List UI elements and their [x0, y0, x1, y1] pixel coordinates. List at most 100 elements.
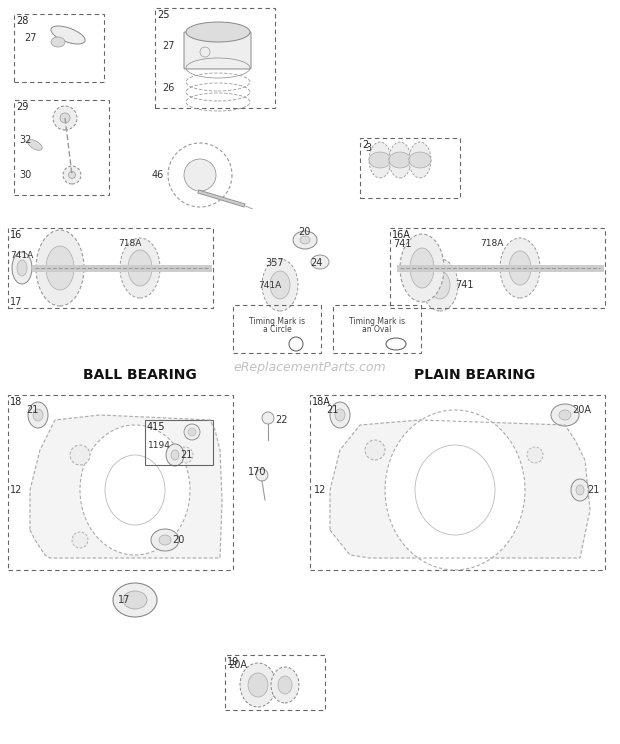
- Text: a Circle: a Circle: [263, 326, 291, 335]
- Text: 20: 20: [298, 227, 311, 237]
- Ellipse shape: [184, 424, 200, 440]
- FancyArrowPatch shape: [246, 206, 252, 209]
- Ellipse shape: [256, 469, 268, 481]
- Text: 19: 19: [227, 657, 239, 667]
- Text: eReplacementParts.com: eReplacementParts.com: [234, 362, 386, 374]
- Text: 28: 28: [16, 16, 29, 26]
- Text: Timing Mark is: Timing Mark is: [349, 318, 405, 327]
- Text: 29: 29: [16, 102, 29, 112]
- Text: 3: 3: [365, 143, 371, 153]
- Ellipse shape: [166, 444, 184, 466]
- Circle shape: [60, 113, 70, 123]
- Bar: [145, 420, 213, 465]
- Circle shape: [72, 532, 88, 548]
- Text: 27: 27: [162, 41, 174, 51]
- Bar: [225, 655, 325, 710]
- Text: 12: 12: [314, 485, 326, 495]
- Ellipse shape: [248, 673, 268, 697]
- Ellipse shape: [123, 591, 147, 609]
- Ellipse shape: [271, 667, 299, 703]
- Ellipse shape: [293, 231, 317, 249]
- Text: 718A: 718A: [480, 240, 503, 248]
- Ellipse shape: [422, 259, 458, 311]
- Ellipse shape: [509, 251, 531, 285]
- Text: Timing Mark is: Timing Mark is: [249, 318, 305, 327]
- Bar: [8, 228, 213, 308]
- Text: 357: 357: [265, 258, 283, 268]
- Text: 1194: 1194: [148, 440, 171, 449]
- Ellipse shape: [51, 37, 65, 47]
- Text: 22: 22: [275, 415, 288, 425]
- Text: 21: 21: [26, 405, 38, 415]
- Ellipse shape: [409, 152, 431, 168]
- Text: 741: 741: [455, 280, 474, 290]
- Text: 12: 12: [10, 485, 22, 495]
- FancyBboxPatch shape: [184, 32, 251, 69]
- Ellipse shape: [330, 402, 350, 428]
- Ellipse shape: [262, 412, 274, 424]
- Ellipse shape: [571, 479, 589, 501]
- Circle shape: [177, 447, 193, 463]
- Ellipse shape: [128, 250, 152, 286]
- Ellipse shape: [335, 409, 345, 421]
- Ellipse shape: [389, 142, 411, 178]
- Ellipse shape: [430, 271, 450, 299]
- Circle shape: [527, 447, 543, 463]
- Ellipse shape: [409, 142, 431, 178]
- Ellipse shape: [369, 152, 391, 168]
- Text: 17: 17: [10, 297, 22, 307]
- Circle shape: [365, 440, 385, 460]
- Polygon shape: [30, 415, 222, 558]
- Bar: [155, 8, 275, 108]
- Text: 26: 26: [162, 83, 174, 93]
- Text: 20A: 20A: [228, 660, 247, 670]
- Ellipse shape: [389, 152, 411, 168]
- Ellipse shape: [46, 246, 74, 290]
- Ellipse shape: [171, 450, 179, 460]
- Circle shape: [70, 445, 90, 465]
- Text: 741: 741: [393, 239, 412, 249]
- Text: 415: 415: [147, 422, 166, 432]
- Ellipse shape: [551, 404, 579, 426]
- Text: 30: 30: [19, 170, 31, 180]
- Ellipse shape: [51, 26, 85, 44]
- Circle shape: [63, 166, 81, 184]
- Bar: [360, 138, 460, 198]
- Bar: [14, 14, 104, 82]
- Ellipse shape: [33, 409, 43, 421]
- Text: 718A: 718A: [118, 240, 141, 248]
- Ellipse shape: [500, 238, 540, 298]
- Circle shape: [184, 159, 216, 191]
- Ellipse shape: [311, 255, 329, 269]
- Text: 16: 16: [10, 230, 22, 240]
- Text: 21: 21: [326, 405, 339, 415]
- Ellipse shape: [188, 428, 196, 436]
- Text: 18A: 18A: [312, 397, 331, 407]
- Bar: [390, 228, 605, 308]
- Text: 18: 18: [10, 397, 22, 407]
- Text: 741A: 741A: [10, 251, 33, 260]
- Ellipse shape: [120, 238, 160, 298]
- Ellipse shape: [576, 485, 584, 495]
- Ellipse shape: [113, 583, 157, 617]
- Ellipse shape: [28, 402, 48, 428]
- Text: BALL BEARING: BALL BEARING: [83, 368, 197, 382]
- Ellipse shape: [159, 535, 171, 545]
- Text: an Oval: an Oval: [362, 326, 392, 335]
- Text: 21: 21: [587, 485, 600, 495]
- Bar: [8, 395, 233, 570]
- Bar: [233, 305, 321, 353]
- Text: PLAIN BEARING: PLAIN BEARING: [414, 368, 536, 382]
- Polygon shape: [330, 420, 590, 558]
- Ellipse shape: [28, 140, 42, 150]
- Ellipse shape: [151, 529, 179, 551]
- Text: 2: 2: [362, 140, 368, 150]
- Ellipse shape: [559, 410, 571, 420]
- Ellipse shape: [369, 142, 391, 178]
- Circle shape: [68, 172, 76, 179]
- Ellipse shape: [12, 252, 32, 284]
- Text: 27: 27: [24, 33, 37, 43]
- Text: 25: 25: [157, 10, 169, 20]
- Circle shape: [53, 106, 77, 130]
- Text: 20A: 20A: [572, 405, 591, 415]
